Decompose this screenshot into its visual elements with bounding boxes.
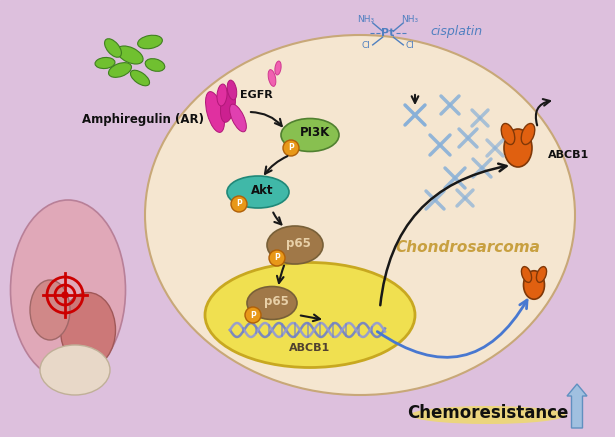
Ellipse shape [536,267,547,282]
Ellipse shape [247,287,297,319]
Ellipse shape [523,271,544,299]
Text: ABCB1: ABCB1 [548,150,589,160]
Ellipse shape [117,46,143,64]
Ellipse shape [522,124,535,145]
Ellipse shape [227,80,237,100]
Circle shape [231,196,247,212]
Ellipse shape [229,104,247,132]
Text: cisplatin: cisplatin [430,24,482,38]
Ellipse shape [60,292,116,368]
Ellipse shape [30,280,70,340]
Ellipse shape [10,200,125,380]
Text: NH₃: NH₃ [357,15,375,24]
Ellipse shape [501,124,515,145]
FancyArrow shape [567,384,587,428]
Circle shape [245,307,261,323]
Text: P: P [274,253,280,263]
Text: Amphiregulin (AR): Amphiregulin (AR) [82,114,204,126]
Ellipse shape [205,263,415,368]
Ellipse shape [95,57,115,69]
Text: EGFR: EGFR [240,90,272,100]
Text: Chemoresistance: Chemoresistance [407,404,569,422]
Text: P: P [288,143,294,153]
Ellipse shape [130,70,149,86]
Ellipse shape [145,59,165,71]
Ellipse shape [108,62,132,77]
Ellipse shape [504,129,532,167]
Text: Akt: Akt [251,184,273,197]
Text: Pt: Pt [381,28,395,38]
Text: P: P [236,200,242,208]
Ellipse shape [220,88,236,122]
Ellipse shape [138,35,162,49]
Circle shape [62,292,68,298]
Text: Cl: Cl [405,42,415,51]
Ellipse shape [217,84,227,106]
Ellipse shape [267,226,323,264]
Ellipse shape [410,406,566,424]
Circle shape [283,140,299,156]
Circle shape [269,250,285,266]
Text: Cl: Cl [362,42,370,51]
Ellipse shape [227,176,289,208]
Ellipse shape [145,35,575,395]
Ellipse shape [105,39,121,57]
Text: PI3K: PI3K [300,126,330,139]
Text: P: P [250,311,256,319]
Text: NH₃: NH₃ [402,15,419,24]
Ellipse shape [281,118,339,152]
Ellipse shape [268,69,276,87]
Text: p65: p65 [264,295,288,308]
Text: Chondrosarcoma: Chondrosarcoma [395,240,541,256]
Text: ABCB1: ABCB1 [290,343,331,353]
FancyArrowPatch shape [377,300,527,357]
Ellipse shape [205,92,224,132]
Ellipse shape [522,267,531,282]
Text: p65: p65 [285,236,311,250]
Ellipse shape [40,345,110,395]
Ellipse shape [275,61,281,75]
